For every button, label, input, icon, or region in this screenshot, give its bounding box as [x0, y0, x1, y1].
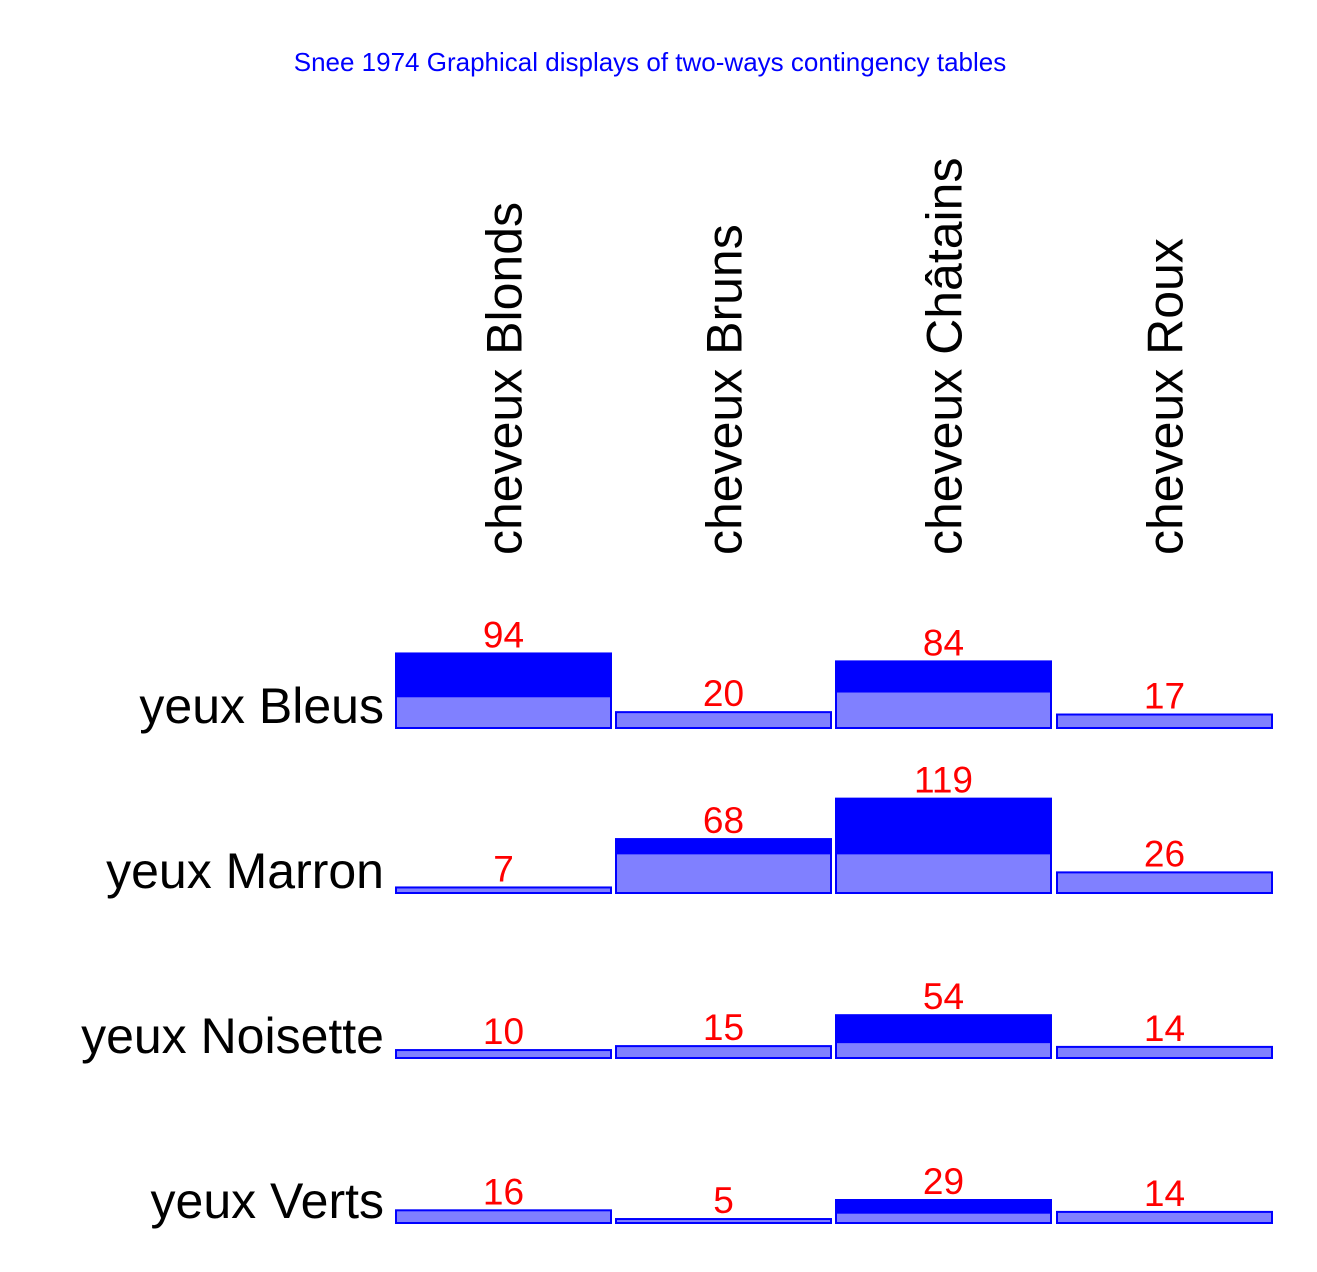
- value-label-yeux-verts-cheveux-roux: 14: [1144, 1173, 1185, 1214]
- bar-yeux-bleus-cheveux-roux: [1056, 713, 1273, 729]
- value-label-yeux-noisette-cheveux-bruns: 15: [703, 1007, 744, 1048]
- row-label-yeux-verts: yeux Verts: [151, 1173, 384, 1229]
- bar-yeux-bleus-cheveux-blonds: [395, 695, 612, 730]
- column-label-cheveux-chatains: cheveux Châtains: [917, 158, 973, 555]
- value-label-yeux-bleus-cheveux-bruns: 20: [703, 673, 744, 714]
- row-label-yeux-bleus: yeux Bleus: [139, 678, 384, 734]
- bar-yeux-noisette-cheveux-roux: [1056, 1045, 1273, 1059]
- value-label-yeux-noisette-cheveux-chatains: 54: [923, 976, 964, 1017]
- chart-title: Snee 1974 Graphical displays of two-ways…: [294, 47, 1007, 77]
- value-label-yeux-bleus-cheveux-chatains: 84: [923, 622, 964, 663]
- bar-yeux-bleus-cheveux-bruns: [615, 711, 832, 730]
- value-label-yeux-verts-cheveux-blonds: 16: [483, 1171, 524, 1212]
- bar-yeux-verts-cheveux-chatains: [835, 1211, 1052, 1225]
- bar-yeux-noisette-cheveux-bruns: [615, 1045, 832, 1059]
- value-label-yeux-bleus-cheveux-roux: 17: [1144, 676, 1185, 717]
- column-label-cheveux-bruns: cheveux Bruns: [697, 224, 753, 555]
- bar-yeux-verts-cheveux-blonds: [395, 1209, 612, 1225]
- bar-excess-yeux-bleus-cheveux-blonds: [395, 652, 612, 698]
- bars: [395, 652, 1273, 1225]
- column-labels: cheveux Blonds cheveux Bruns cheveux Châta…: [477, 158, 1194, 555]
- bar-yeux-bleus-cheveux-chatains: [835, 690, 1052, 729]
- bar-yeux-noisette-cheveux-chatains: [835, 1041, 1052, 1060]
- column-label-cheveux-roux: cheveux Roux: [1138, 238, 1194, 555]
- bar-yeux-marron-cheveux-chatains: [835, 852, 1052, 894]
- bar-yeux-marron-cheveux-bruns: [615, 852, 832, 894]
- bar-yeux-verts-cheveux-roux: [1056, 1210, 1273, 1224]
- value-label-yeux-marron-cheveux-roux: 26: [1144, 833, 1185, 874]
- bar-excess-yeux-bleus-cheveux-chatains: [835, 660, 1052, 693]
- row-label-yeux-noisette: yeux Noisette: [81, 1008, 384, 1064]
- value-label-yeux-marron-cheveux-blonds: 7: [493, 848, 514, 889]
- value-label-yeux-noisette-cheveux-blonds: 10: [483, 1011, 524, 1052]
- value-label-yeux-marron-cheveux-chatains: 119: [914, 760, 973, 801]
- column-label-cheveux-blonds: cheveux Blonds: [477, 202, 533, 555]
- bar-excess-yeux-marron-cheveux-chatains: [835, 797, 1052, 855]
- bar-yeux-marron-cheveux-blonds: [395, 886, 612, 894]
- bar-yeux-noisette-cheveux-blonds: [395, 1049, 612, 1059]
- bar-yeux-verts-cheveux-bruns: [615, 1218, 832, 1225]
- bar-excess-yeux-marron-cheveux-bruns: [615, 838, 832, 855]
- value-label-yeux-verts-cheveux-chatains: 29: [923, 1161, 964, 1202]
- value-label-yeux-noisette-cheveux-roux: 14: [1144, 1008, 1185, 1049]
- bar-yeux-marron-cheveux-roux: [1056, 871, 1273, 895]
- row-labels: yeux Bleus yeux Marron yeux Noisette yeux V…: [81, 678, 384, 1229]
- value-labels: 94 20 84 17 7 68 119 26 10 15 54 14 16 5 29 14: [483, 614, 1185, 1221]
- value-label-yeux-bleus-cheveux-blonds: 94: [483, 614, 524, 655]
- bar-excess-yeux-noisette-cheveux-chatains: [835, 1014, 1052, 1044]
- value-label-yeux-verts-cheveux-bruns: 5: [713, 1180, 734, 1221]
- row-label-yeux-marron: yeux Marron: [106, 843, 384, 899]
- value-label-yeux-marron-cheveux-bruns: 68: [703, 800, 744, 841]
